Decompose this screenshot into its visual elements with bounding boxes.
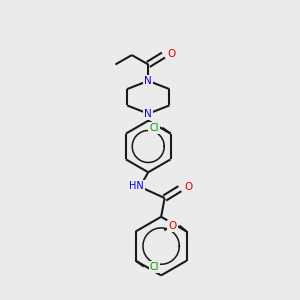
Text: HN: HN (129, 181, 144, 191)
Text: N: N (144, 76, 152, 86)
Text: O: O (168, 49, 176, 59)
Text: N: N (144, 109, 152, 119)
Text: Cl: Cl (150, 262, 159, 272)
Text: O: O (184, 182, 192, 193)
Text: Cl: Cl (149, 123, 159, 133)
Text: O: O (168, 220, 177, 231)
